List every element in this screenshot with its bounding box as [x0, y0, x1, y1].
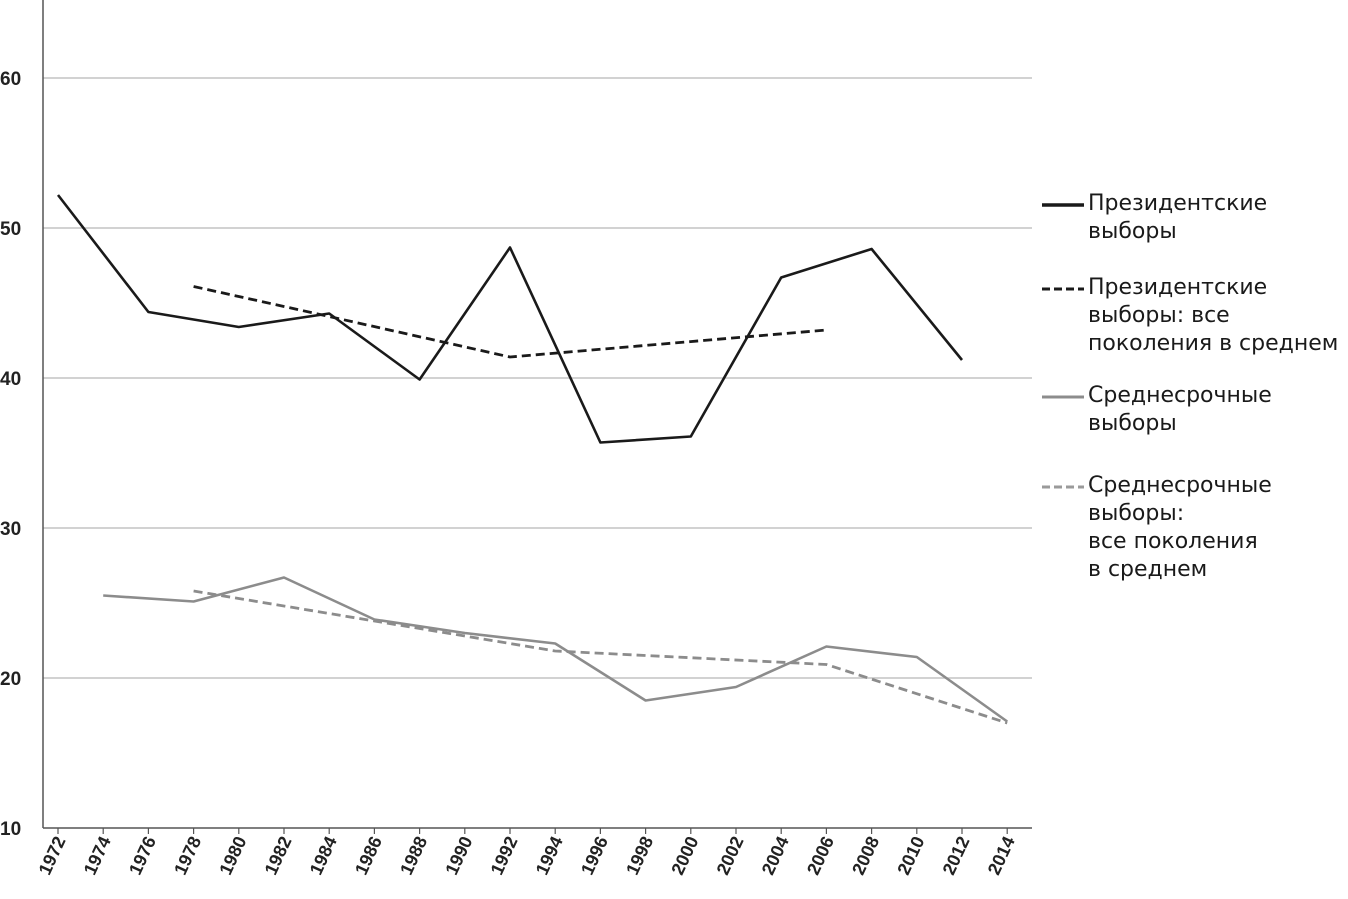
x-tick-label: 1984: [306, 833, 341, 878]
x-tick-label: 1980: [215, 833, 250, 878]
x-tick-label: 2006: [803, 833, 838, 878]
x-tick-label: 1972: [35, 833, 70, 878]
x-tick-label: 2004: [758, 833, 793, 878]
legend-label-presidential-avg: Президентские выборы: все поколения в ср…: [1088, 275, 1339, 356]
y-tick-label: 30: [0, 519, 21, 540]
legend-label-midterm: Среднесрочные выборы: [1088, 383, 1272, 436]
y-axis-ticks: 10 20 30 40 50 60: [0, 69, 21, 840]
x-tick-label: 2012: [939, 833, 974, 878]
legend-item-presidential-avg: Президентские выборы: все поколения в ср…: [1040, 274, 1348, 358]
legend-item-presidential: Президентские выборы: [1040, 190, 1348, 246]
series-lines: [56, 194, 1008, 725]
x-tick-label: 1982: [261, 833, 296, 878]
x-tick-label: 1976: [125, 833, 160, 878]
x-tick-label: 1996: [577, 833, 612, 878]
x-tick-label: 2014: [984, 833, 1019, 878]
x-tick-label: 2002: [713, 833, 748, 878]
series-line-0: [56, 194, 964, 444]
y-tick-label: 10: [0, 819, 21, 840]
series-line-2: [103, 576, 1008, 723]
x-tick-label: 2010: [893, 833, 928, 878]
x-tick-label: 1990: [441, 833, 476, 878]
x-tick-label: 2008: [848, 833, 883, 878]
legend-label-midterm-avg: Среднесрочные выборы: все поколения в ср…: [1088, 473, 1272, 582]
x-tick-label: 1994: [532, 833, 567, 878]
x-tick-label: 1988: [396, 833, 431, 878]
chart-area: 1972 1974 1976 1978 1980 1982 1984 1986 1988 1990…: [0, 0, 1032, 878]
legend-item-midterm-avg: Среднесрочные выборы: все поколения в ср…: [1040, 472, 1348, 584]
x-tick-label: 2000: [667, 833, 702, 878]
x-tick-label: 1986: [351, 833, 386, 878]
y-tick-label: 50: [0, 219, 21, 240]
x-axis-ticks: 1972 1974 1976 1978 1980 1982 1984 1986 1988 1990…: [35, 828, 1019, 878]
x-tick-label: 1974: [80, 833, 115, 878]
legend-swatch-presidential: [1042, 203, 1084, 207]
legend-swatch-midterm: [1042, 395, 1084, 399]
legend-label-presidential: Президентские выборы: [1088, 191, 1268, 244]
x-tick-label: 1978: [170, 833, 205, 878]
legend: Президентские выборы Президентские выбор…: [1040, 190, 1348, 584]
series-line-1: [193, 285, 827, 359]
series-line-3: [193, 589, 1008, 725]
grid-lines: [43, 77, 1032, 679]
x-tick-label: 1992: [487, 833, 522, 878]
x-tick-label: 1998: [622, 833, 657, 878]
legend-swatch-presidential-avg: [1042, 287, 1084, 291]
y-tick-label: 20: [0, 669, 21, 690]
y-tick-label: 40: [0, 369, 21, 390]
y-tick-label: 60: [0, 69, 21, 90]
legend-swatch-midterm-avg: [1042, 485, 1084, 489]
legend-item-midterm: Среднесрочные выборы: [1040, 382, 1348, 438]
